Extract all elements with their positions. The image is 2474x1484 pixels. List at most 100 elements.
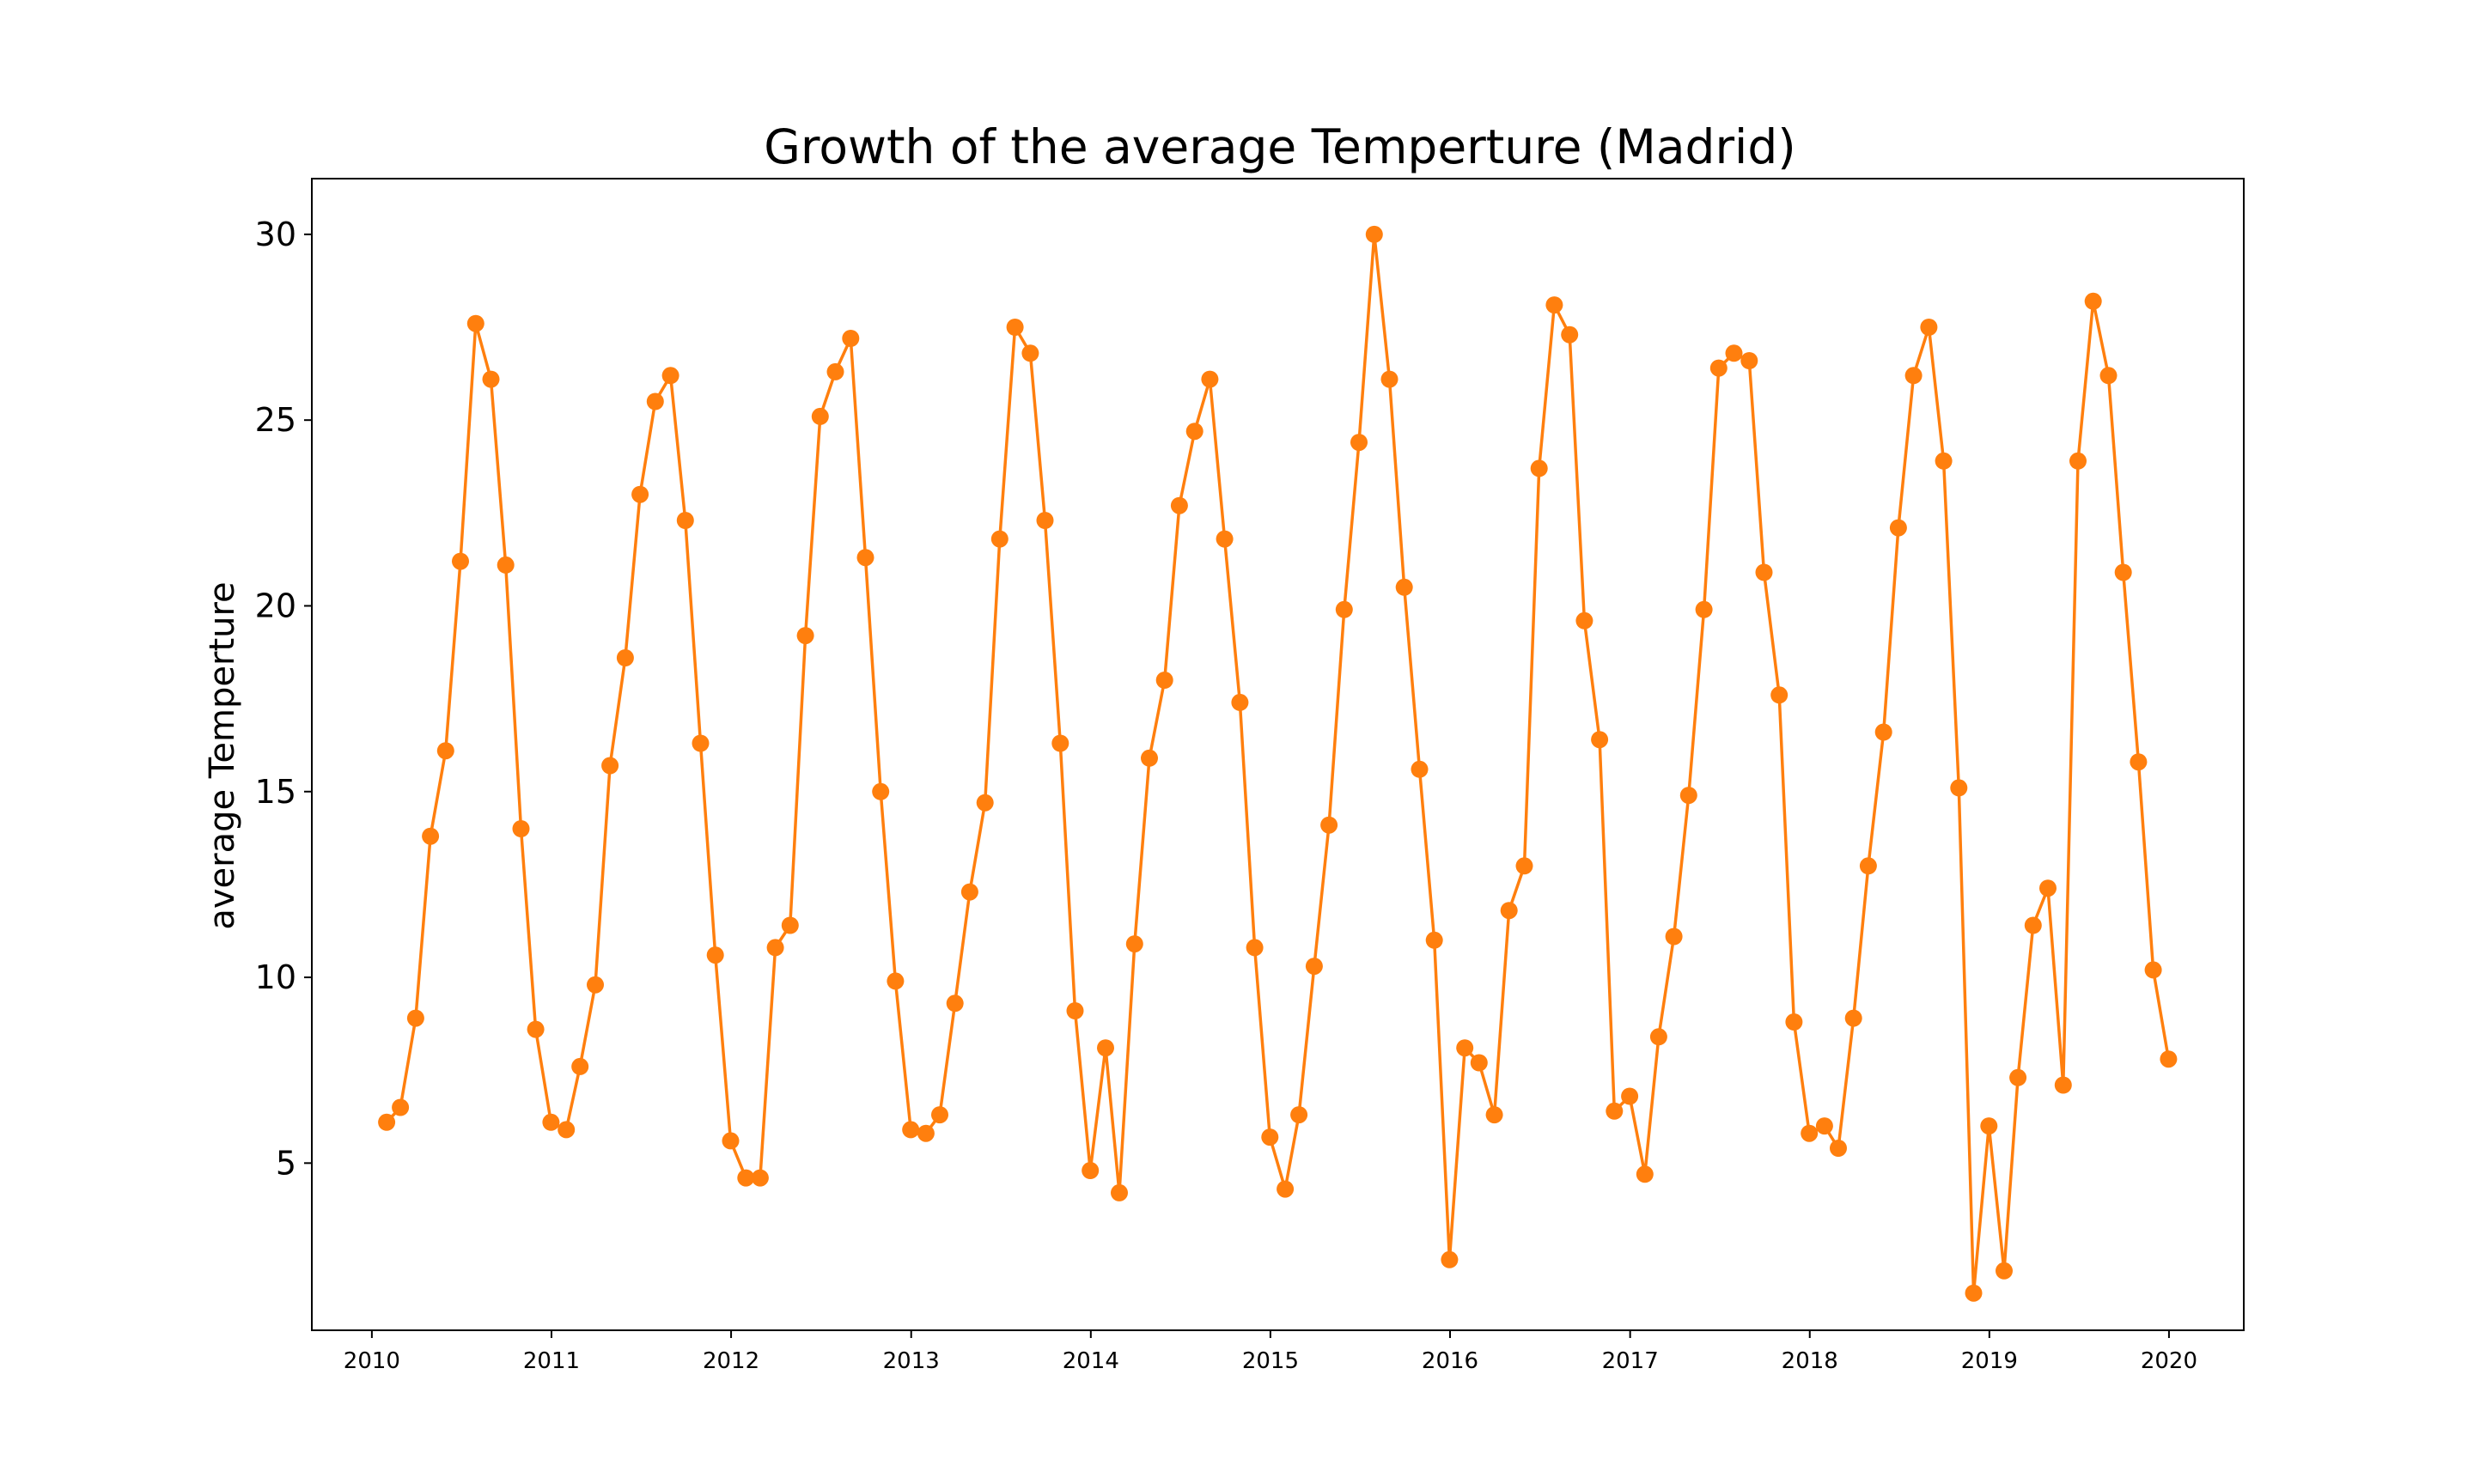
- data-point: [1695, 600, 1713, 618]
- data-point: [1785, 1013, 1803, 1031]
- data-point: [1441, 1250, 1459, 1268]
- data-point: [1021, 344, 1039, 362]
- data-point: [1036, 512, 1054, 529]
- y-axis-label: average Temperture: [203, 581, 242, 929]
- data-point: [601, 757, 619, 775]
- x-tick-label: 2016: [1422, 1348, 1478, 1374]
- data-point: [452, 552, 469, 570]
- data-point: [1277, 1180, 1295, 1198]
- data-point: [1679, 787, 1697, 805]
- data-point: [587, 976, 604, 994]
- series-line: [385, 233, 2171, 1295]
- data-point: [2009, 1068, 2027, 1086]
- data-point: [1621, 1087, 1639, 1105]
- x-tick-label: 2013: [883, 1348, 940, 1374]
- x-tick-label: 2020: [2141, 1348, 2197, 1374]
- x-tick-label: 2010: [344, 1348, 400, 1374]
- data-point: [976, 794, 994, 812]
- data-point: [946, 994, 964, 1013]
- y-tick-label: 20: [255, 587, 296, 624]
- data-point: [1725, 344, 1743, 362]
- x-tick-label: 2014: [1063, 1348, 1119, 1374]
- data-point: [781, 916, 799, 934]
- data-point: [646, 392, 664, 411]
- data-point: [872, 782, 890, 800]
- data-point: [466, 314, 484, 332]
- data-point: [2069, 452, 2087, 470]
- x-tick-label: 2011: [523, 1348, 580, 1374]
- data-point: [1515, 857, 1533, 875]
- data-point: [2160, 1050, 2178, 1068]
- data-point: [1649, 1028, 1667, 1046]
- data-point: [1411, 760, 1429, 778]
- data-point: [737, 1169, 755, 1187]
- data-point: [1770, 686, 1788, 704]
- data-point: [1874, 723, 1892, 741]
- data-point: [1290, 1106, 1308, 1124]
- data-point: [722, 1132, 740, 1150]
- data-point: [571, 1057, 589, 1075]
- x-tick-label: 2015: [1242, 1348, 1299, 1374]
- data-point: [1844, 1009, 1862, 1027]
- data-point: [1980, 1117, 1998, 1135]
- data-point: [661, 367, 679, 385]
- data-point: [1935, 452, 1953, 470]
- data-point: [676, 512, 694, 529]
- data-point: [1545, 296, 1563, 314]
- data-point: [2144, 961, 2162, 979]
- data-point: [1261, 1128, 1279, 1146]
- data-point: [1530, 459, 1548, 477]
- data-point: [2054, 1076, 2072, 1094]
- data-point: [1425, 931, 1443, 949]
- data-point: [392, 1098, 410, 1116]
- data-point: [558, 1121, 576, 1139]
- data-point: [1395, 578, 1413, 596]
- plot-frame: [311, 178, 2245, 1331]
- data-point: [1859, 857, 1877, 875]
- data-point: [1740, 352, 1758, 369]
- y-tick-label: 25: [255, 401, 296, 439]
- data-point: [1965, 1284, 1983, 1302]
- data-point: [1380, 370, 1398, 388]
- data-point: [2114, 563, 2132, 581]
- data-point: [1006, 319, 1024, 336]
- data-point: [1904, 367, 1923, 385]
- data-point: [1125, 935, 1143, 953]
- data-point: [616, 649, 634, 666]
- data-point: [2084, 292, 2102, 310]
- data-point: [1830, 1140, 1847, 1157]
- data-point: [766, 939, 784, 957]
- data-point: [1815, 1117, 1833, 1135]
- y-tick-label: 10: [255, 958, 296, 996]
- data-point: [1561, 325, 1579, 344]
- plot-series: [378, 225, 2178, 1302]
- data-point: [1066, 1002, 1084, 1019]
- data-point: [842, 330, 860, 347]
- data-point: [1801, 1124, 1819, 1142]
- y-tick-label: 15: [255, 773, 296, 811]
- data-point: [1575, 611, 1593, 629]
- y-tick-label: 30: [255, 216, 296, 253]
- data-point: [1485, 1106, 1503, 1124]
- x-tick-label: 2019: [1961, 1348, 2018, 1374]
- data-point: [902, 1121, 920, 1139]
- data-point: [990, 530, 1008, 548]
- data-point: [796, 627, 814, 645]
- data-point: [2130, 753, 2148, 771]
- data-point: [1246, 939, 1264, 957]
- data-point: [542, 1113, 560, 1131]
- data-point: [1920, 319, 1938, 336]
- data-point: [2024, 916, 2042, 934]
- data-point: [1665, 928, 1683, 946]
- data-point: [811, 407, 829, 425]
- data-point: [1082, 1162, 1100, 1179]
- data-point: [1201, 370, 1219, 388]
- data-point: [2039, 879, 2057, 897]
- data-point: [631, 485, 649, 503]
- data-point: [406, 1009, 424, 1027]
- data-point: [1097, 1039, 1114, 1057]
- data-point: [1320, 816, 1338, 834]
- y-tick-label: 5: [276, 1144, 296, 1182]
